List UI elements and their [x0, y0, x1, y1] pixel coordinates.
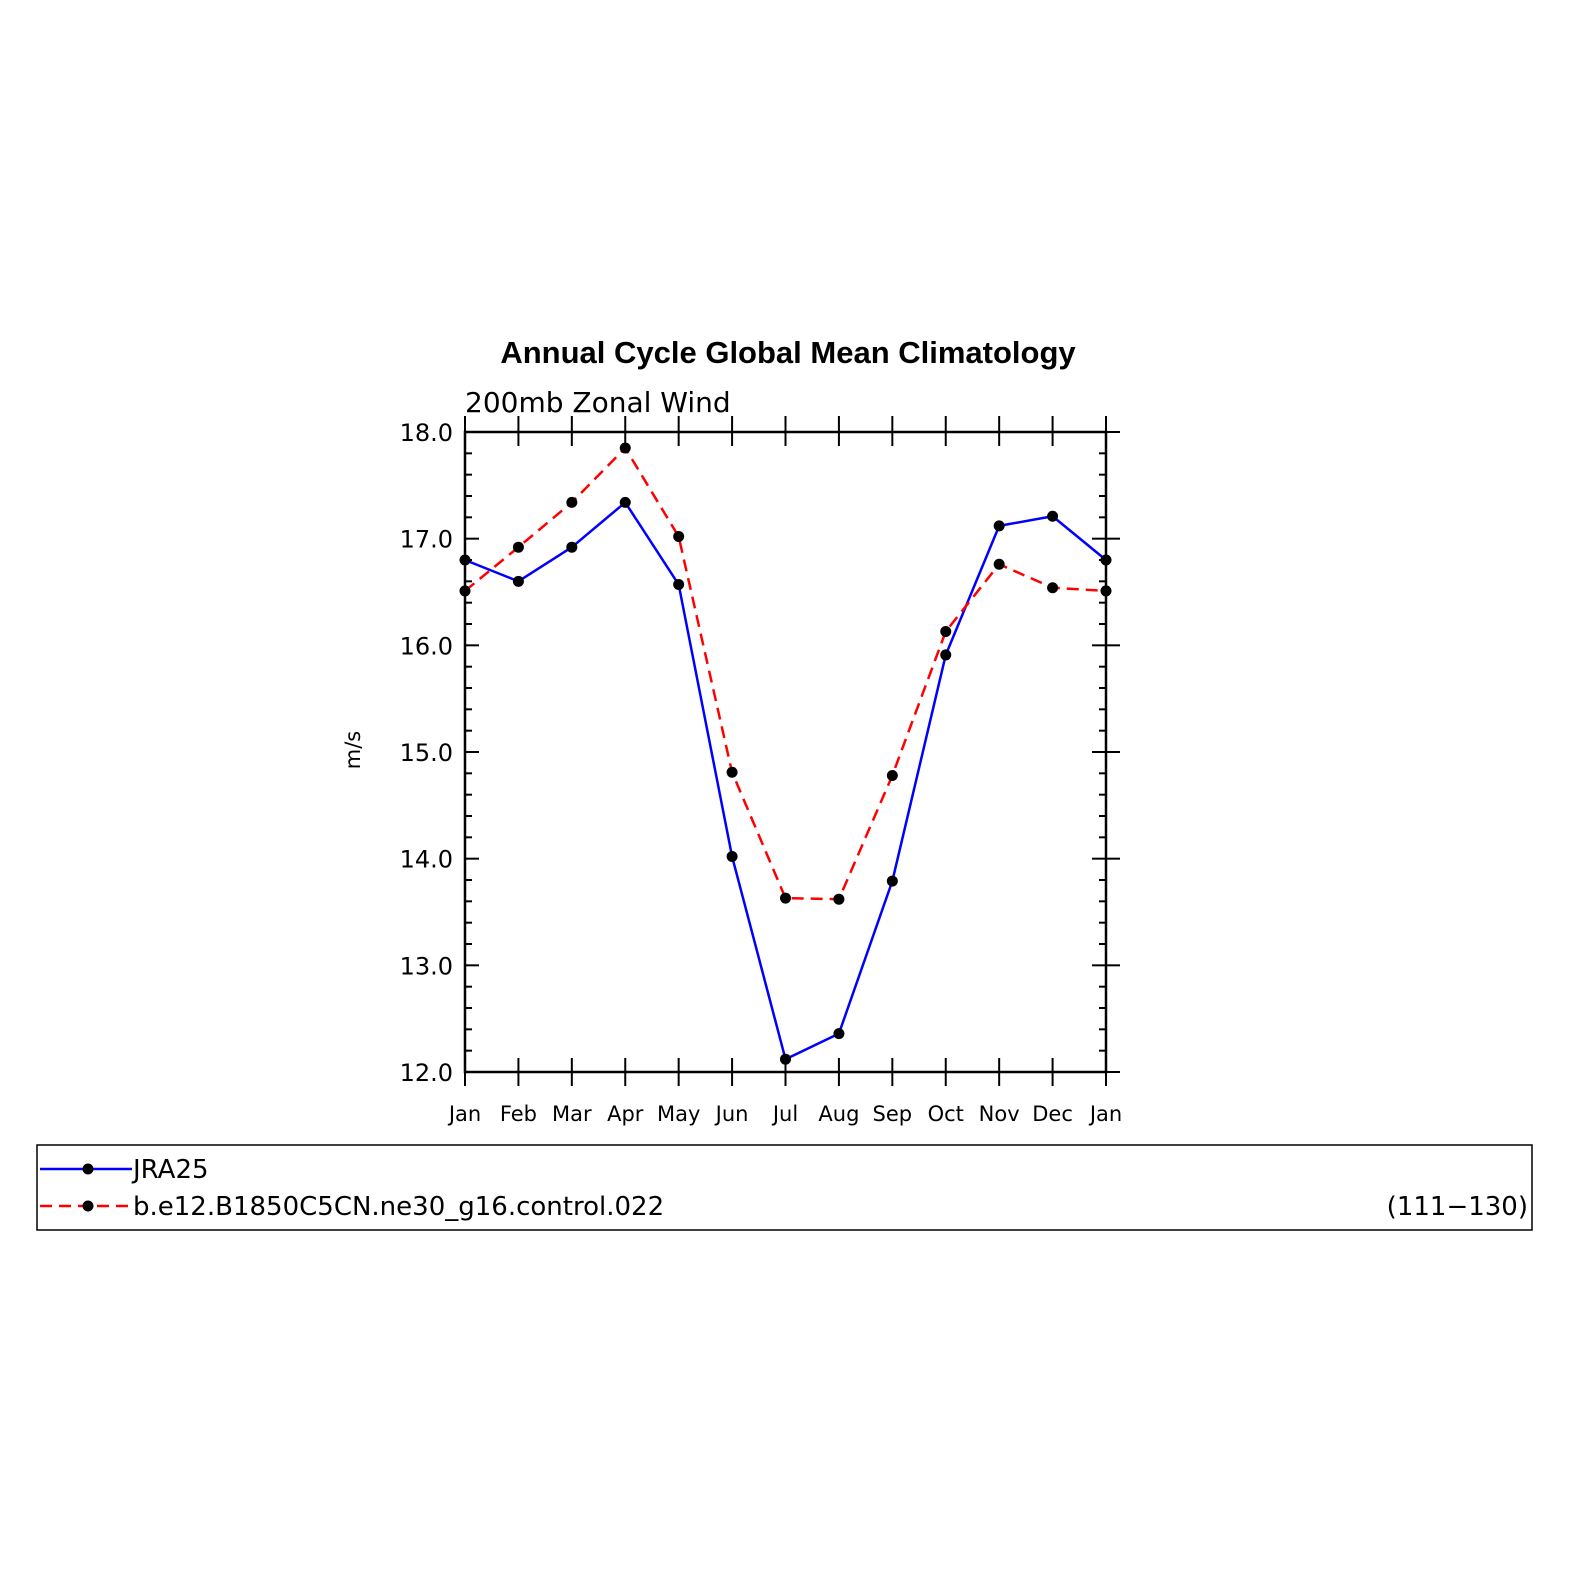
x-tick-label: Mar — [552, 1102, 592, 1126]
legend-note: (111−130) — [1387, 1192, 1528, 1222]
data-point — [726, 851, 738, 863]
series-2 — [459, 442, 1112, 905]
data-point — [459, 554, 471, 566]
data-point — [833, 1028, 845, 1040]
y-tick-label: 15.0 — [400, 739, 453, 767]
x-tick-label: Feb — [500, 1102, 537, 1126]
legend-label-2: b.e12.B1850C5CN.ne30_g16.control.022 — [133, 1192, 664, 1222]
series-line — [464, 446, 1107, 901]
data-point — [566, 541, 578, 553]
x-tick-label: Jul — [771, 1102, 798, 1126]
data-point — [726, 766, 738, 778]
data-point — [1047, 582, 1059, 594]
data-point — [780, 892, 791, 904]
data-point — [940, 649, 952, 661]
legend-box — [36, 1144, 1533, 1231]
x-tick-label: Jan — [1088, 1102, 1122, 1126]
plot-axes: 12.0 13.0 14.0 15.0 16.0 17.0 18.0 Jan Feb Mar Apr… — [400, 416, 1122, 1126]
plot-frame — [463, 430, 1108, 1074]
y-axis-label: m/s — [341, 731, 365, 769]
y-tick-label: 12.0 — [400, 1059, 453, 1087]
x-tick-label: May — [657, 1102, 700, 1126]
plot-series — [459, 442, 1112, 1065]
data-point — [673, 579, 685, 591]
series-line — [464, 501, 1107, 1061]
data-point — [619, 496, 631, 508]
y-tick-label: 16.0 — [400, 632, 453, 660]
legend-marker-2 — [82, 1200, 94, 1212]
x-tick-label: Apr — [607, 1102, 644, 1126]
data-point — [780, 1053, 791, 1065]
data-point — [940, 625, 952, 637]
x-tick-label: Oct — [928, 1102, 964, 1126]
data-point — [993, 558, 1005, 570]
x-tick-label: Aug — [818, 1102, 859, 1126]
x-tick-label: Dec — [1032, 1102, 1073, 1126]
data-point — [1100, 554, 1112, 566]
chart-title: Annual Cycle Global Mean Climatology — [500, 335, 1076, 370]
data-point — [993, 520, 1005, 532]
data-point — [886, 875, 898, 887]
chart-subtitle: 200mb Zonal Wind — [465, 386, 731, 419]
x-tick-label: Jan — [447, 1102, 481, 1126]
y-tick-label: 17.0 — [400, 526, 453, 554]
data-point — [512, 575, 524, 587]
data-point — [886, 769, 898, 781]
x-tick-label: Jun — [714, 1102, 749, 1126]
y-tick-label: 14.0 — [400, 846, 453, 874]
data-point — [1100, 585, 1112, 597]
legend-marker-1 — [82, 1163, 94, 1175]
data-point — [512, 541, 524, 553]
data-point — [566, 496, 578, 508]
data-point — [1047, 510, 1059, 522]
legend-label-1: JRA25 — [131, 1155, 209, 1185]
series-1 — [459, 496, 1112, 1065]
y-tick-label: 13.0 — [400, 952, 453, 980]
y-tick-label: 18.0 — [400, 419, 453, 447]
x-tick-label: Sep — [873, 1102, 913, 1126]
data-point — [673, 531, 685, 543]
x-tick-label: Nov — [979, 1102, 1020, 1126]
data-point — [459, 585, 471, 597]
data-point — [619, 442, 631, 454]
data-point — [833, 893, 845, 905]
legend: JRA25 b.e12.B1850C5CN.ne30_g16.control.02… — [36, 1144, 1533, 1231]
